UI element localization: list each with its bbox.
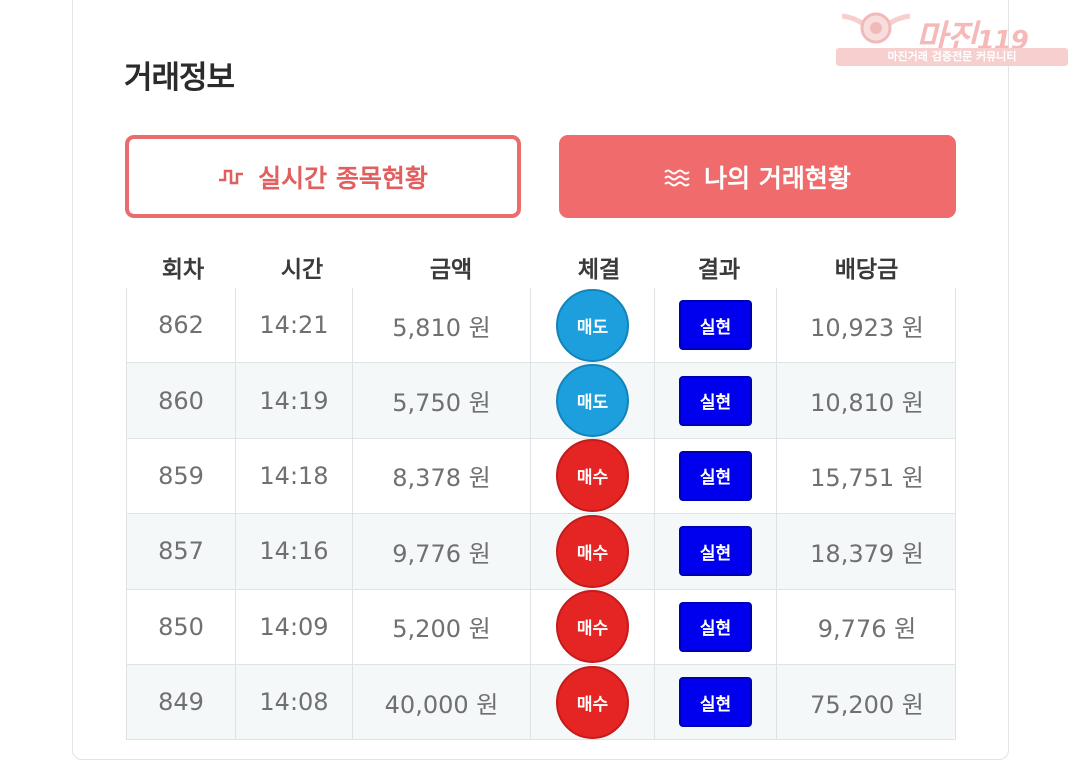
pulse-icon bbox=[218, 166, 244, 188]
amount-cell: 9,776 원 bbox=[353, 514, 531, 589]
waves-icon bbox=[664, 167, 690, 187]
result-badge: 실현 bbox=[679, 375, 752, 426]
execution-cell: 매수 bbox=[531, 589, 655, 664]
column-header-time: 시간 bbox=[280, 257, 324, 283]
result-badge: 실현 bbox=[679, 450, 752, 501]
watermark-logo: 마진119 마진거래 검증전문 커뮤니티 bbox=[836, 6, 1070, 66]
round-cell: 850 bbox=[127, 589, 236, 664]
column-header-amount: 금액 bbox=[429, 257, 473, 283]
execution-cell: 매수 bbox=[531, 438, 655, 514]
result-cell: 실현 bbox=[655, 288, 777, 363]
payout-cell: 18,379 원 bbox=[810, 539, 924, 568]
round-cell: 849 bbox=[127, 664, 236, 740]
page-title: 거래정보 bbox=[124, 60, 235, 96]
execution-cell: 매수 bbox=[531, 664, 655, 740]
result-badge: 실현 bbox=[679, 300, 752, 351]
buy-badge: 매수 bbox=[556, 439, 629, 513]
table-row[interactable]: 860 14:19 5,750 원 매도 실현 10,810 원 bbox=[127, 363, 955, 439]
amount-cell: 5,750 원 bbox=[353, 363, 531, 438]
time-cell: 14:21 bbox=[236, 288, 353, 363]
buy-badge: 매수 bbox=[556, 590, 629, 664]
amount-cell: 40,000 원 bbox=[353, 664, 531, 740]
sell-badge: 매도 bbox=[556, 364, 629, 438]
table-row[interactable]: 850 14:09 5,200 원 매수 실현 9,776 원 bbox=[127, 589, 955, 665]
round-cell: 859 bbox=[127, 438, 236, 514]
table-row[interactable]: 859 14:18 8,378 원 매수 실현 15,751 원 bbox=[127, 438, 955, 515]
time-cell: 14:18 bbox=[236, 438, 353, 514]
result-cell: 실현 bbox=[655, 514, 777, 589]
result-cell: 실현 bbox=[655, 589, 777, 664]
table-row[interactable]: 849 14:08 40,000 원 매수 실현 75,200 원 bbox=[127, 664, 955, 741]
result-cell: 실현 bbox=[655, 438, 777, 514]
payout-cell: 9,776 원 bbox=[817, 615, 917, 644]
my-trades-button[interactable]: 나의 거래현황 bbox=[559, 135, 956, 218]
payout-cell: 10,923 원 bbox=[810, 313, 924, 342]
amount-cell: 8,378 원 bbox=[353, 438, 531, 514]
execution-cell: 매도 bbox=[531, 288, 655, 363]
table-row[interactable]: 857 14:16 9,776 원 매수 실현 18,379 원 bbox=[127, 514, 955, 590]
result-badge: 실현 bbox=[679, 601, 752, 652]
watermark-subtitle: 마진거래 검증전문 커뮤니티 bbox=[836, 48, 1068, 66]
buy-badge: 매수 bbox=[556, 514, 629, 588]
round-cell: 860 bbox=[127, 363, 236, 438]
result-badge: 실현 bbox=[679, 526, 752, 577]
time-cell: 14:19 bbox=[236, 363, 353, 438]
amount-cell: 5,200 원 bbox=[353, 589, 531, 664]
round-cell: 857 bbox=[127, 514, 236, 589]
emblem-icon bbox=[840, 8, 912, 52]
trade-table: 862 14:21 5,810 원 매도 실현 10,923 원 860 14:… bbox=[126, 288, 956, 741]
column-header-round: 회차 bbox=[161, 257, 205, 283]
column-header-result: 결과 bbox=[697, 257, 741, 283]
column-header-payout: 배당금 bbox=[834, 257, 899, 283]
column-header-execution: 체결 bbox=[577, 257, 621, 283]
time-cell: 14:08 bbox=[236, 664, 353, 740]
buy-badge: 매수 bbox=[556, 665, 629, 739]
result-cell: 실현 bbox=[655, 664, 777, 740]
payout-cell: 75,200 원 bbox=[810, 690, 924, 719]
time-cell: 14:09 bbox=[236, 589, 353, 664]
round-cell: 862 bbox=[127, 288, 236, 363]
my-trades-label: 나의 거래현황 bbox=[704, 163, 851, 193]
execution-cell: 매도 bbox=[531, 363, 655, 438]
table-row[interactable]: 862 14:21 5,810 원 매도 실현 10,923 원 bbox=[127, 288, 955, 364]
result-cell: 실현 bbox=[655, 363, 777, 438]
live-status-button[interactable]: 실시간 종목현황 bbox=[125, 135, 521, 218]
execution-cell: 매수 bbox=[531, 514, 655, 589]
table-header: 회차 시간 금액 체결 결과 배당금 bbox=[125, 250, 956, 286]
payout-cell: 10,810 원 bbox=[810, 389, 924, 418]
result-badge: 실현 bbox=[679, 677, 752, 728]
live-status-label: 실시간 종목현황 bbox=[258, 163, 428, 193]
amount-cell: 5,810 원 bbox=[353, 288, 531, 363]
sell-badge: 매도 bbox=[556, 288, 629, 362]
time-cell: 14:16 bbox=[236, 514, 353, 589]
payout-cell: 15,751 원 bbox=[810, 464, 924, 493]
